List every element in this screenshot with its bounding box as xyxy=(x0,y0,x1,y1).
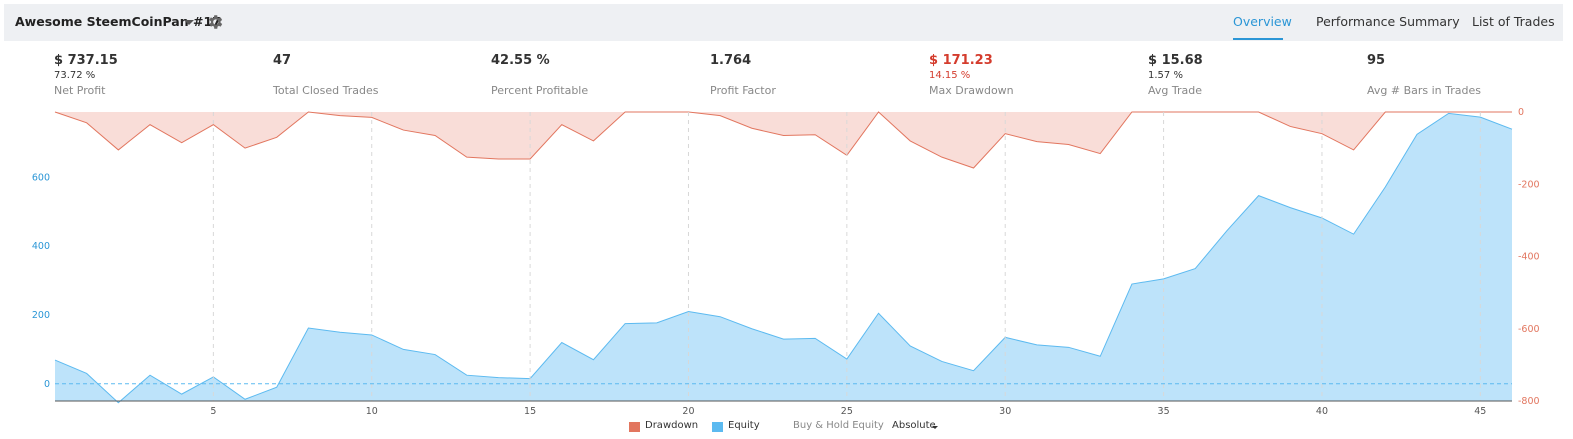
metric-label: Avg # Bars in Trades xyxy=(1367,84,1481,97)
metric-value: 1.764 xyxy=(710,53,752,68)
tab-performance-summary[interactable]: Performance Summary xyxy=(1316,14,1460,29)
metric-label: Total Closed Trades xyxy=(273,84,379,97)
drawdown-area xyxy=(55,112,1512,168)
y-left-tick-label: 200 xyxy=(32,310,50,321)
legend-drawdown[interactable]: Drawdown xyxy=(645,420,699,431)
metric-percent xyxy=(273,70,483,82)
metric-value: 47 xyxy=(273,53,292,68)
y-left-tick-label: 600 xyxy=(32,172,50,183)
legend-buy-hold-equity[interactable]: Buy & Hold Equity xyxy=(793,420,884,431)
equity-line xyxy=(54,112,1513,404)
drawdown-line xyxy=(54,111,1512,169)
metric-percent: 73.72 % xyxy=(54,70,96,81)
metric-total-closed-trades: 47 Total Closed Trades xyxy=(273,53,483,97)
x-tick-label: 20 xyxy=(682,406,694,417)
y-right-tick-label: -200 xyxy=(1518,179,1540,190)
x-tick-label: 40 xyxy=(1316,406,1328,417)
metric-percent xyxy=(1367,70,1573,82)
metric-label: Avg Trade xyxy=(1148,84,1202,97)
legend-equity[interactable]: Equity xyxy=(728,420,760,431)
y-left-tick-label: 0 xyxy=(44,379,50,390)
metric-percent xyxy=(710,70,920,82)
metric-percent-profitable: 42.55 % Percent Profitable xyxy=(491,53,701,97)
y-right-tick-label: -400 xyxy=(1518,252,1540,263)
drawdown-legend-swatch xyxy=(629,422,640,432)
metric-label: Percent Profitable xyxy=(491,84,589,97)
metric-percent: 14.15 % xyxy=(929,70,971,81)
equity-legend-swatch xyxy=(712,422,723,432)
x-tick-label: 5 xyxy=(210,406,216,417)
gear-icon[interactable] xyxy=(206,13,224,31)
x-tick-label: 25 xyxy=(841,406,853,417)
metric-avg-trade: $ 15.68 1.57 % Avg Trade xyxy=(1148,53,1358,97)
y-left-tick-label: 400 xyxy=(32,241,50,252)
equity-drawdown-chart[interactable]: 5 10 15 20 25 30 35 40 45 0 200 400 600 0 -200 -400 -600… xyxy=(0,108,1573,418)
x-tick-label: 45 xyxy=(1474,406,1486,417)
x-tick-label: 30 xyxy=(999,406,1011,417)
strategy-header-bar: Awesome SteemCoinPan #17 Overview Perfor… xyxy=(4,4,1563,41)
tab-overview[interactable]: Overview xyxy=(1233,14,1292,29)
metric-label: Net Profit xyxy=(54,84,106,97)
strategy-name[interactable]: Awesome SteemCoinPan #17 xyxy=(15,14,221,29)
metric-value: $ 15.68 xyxy=(1148,53,1203,68)
x-tick-label: 10 xyxy=(366,406,378,417)
y-right-tick-label: -600 xyxy=(1518,324,1540,335)
x-tick-label: 35 xyxy=(1158,406,1170,417)
y-right-tick-label: -800 xyxy=(1518,396,1540,407)
metric-profit-factor: 1.764 Profit Factor xyxy=(710,53,920,97)
metric-label: Profit Factor xyxy=(710,84,776,97)
chevron-down-icon[interactable] xyxy=(184,20,194,25)
metric-label: Max Drawdown xyxy=(929,84,1014,97)
metric-value: $ 737.15 xyxy=(54,53,118,68)
metric-net-profit: $ 737.15 73.72 % Net Profit xyxy=(54,53,264,97)
metric-percent xyxy=(491,70,701,82)
tab-list-of-trades[interactable]: List of Trades xyxy=(1472,14,1555,29)
scale-mode-dropdown[interactable]: Absolute xyxy=(892,420,936,431)
x-tick-label: 15 xyxy=(524,406,536,417)
metric-avg-bars-in-trades: 95 Avg # Bars in Trades xyxy=(1367,53,1573,97)
metric-percent: 1.57 % xyxy=(1148,70,1183,81)
active-tab-indicator xyxy=(1233,38,1283,40)
metric-value: 95 xyxy=(1367,53,1386,68)
metric-value: $ 171.23 xyxy=(929,53,993,68)
chevron-down-icon[interactable] xyxy=(932,426,938,429)
equity-area xyxy=(55,113,1512,403)
metric-value: 42.55 % xyxy=(491,53,550,68)
metric-max-drawdown: $ 171.23 14.15 % Max Drawdown xyxy=(929,53,1139,97)
y-right-tick-label: 0 xyxy=(1518,108,1524,118)
